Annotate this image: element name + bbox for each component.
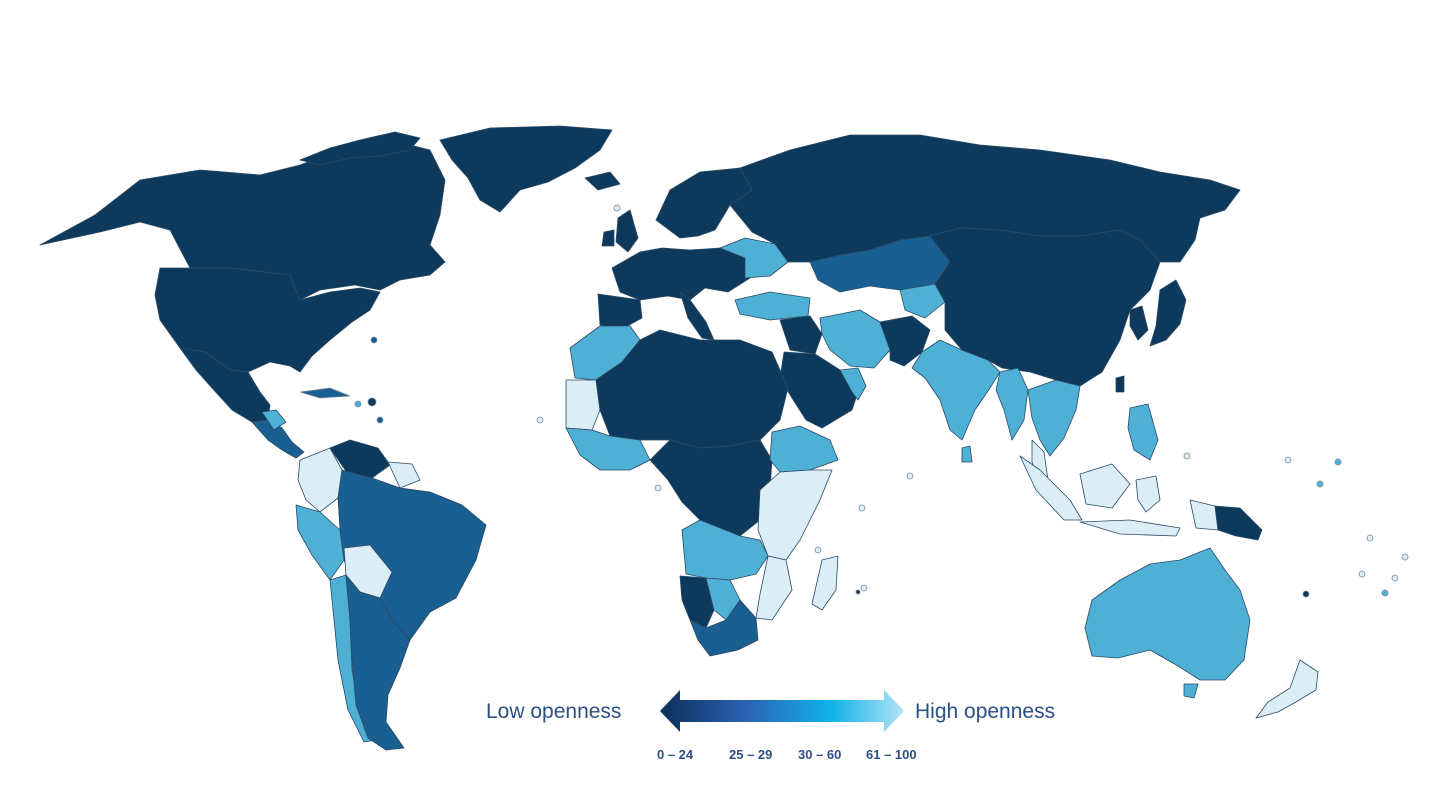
- legend-gradient-arrow: [660, 690, 904, 732]
- legend-low-label: Low openness: [486, 700, 622, 723]
- region-central-africa: [649, 439, 773, 537]
- region-central-asia: [899, 283, 946, 319]
- region-afghanistan-pakistan: [879, 315, 931, 367]
- region-caribbean-2: [354, 400, 362, 408]
- region-island-maldives: [906, 472, 914, 480]
- region-iraq-syria: [779, 315, 823, 355]
- region-island-comoros: [814, 546, 822, 554]
- region-papua-west: [1189, 499, 1219, 531]
- region-cuba: [299, 387, 351, 399]
- region-caribbean-3: [376, 416, 384, 424]
- region-sumatra: [1019, 455, 1083, 521]
- region-island-pacific-6: [1401, 553, 1409, 561]
- region-new-zealand: [1255, 659, 1319, 719]
- region-iberia: [597, 293, 643, 331]
- region-east-africa: [757, 469, 833, 561]
- region-island-pacific-4: [1316, 480, 1324, 488]
- region-iran: [819, 309, 891, 369]
- region-western-europe: [611, 247, 751, 301]
- region-guatemala: [261, 409, 287, 431]
- region-caribbean-1: [367, 397, 377, 407]
- region-turkey: [734, 291, 811, 321]
- region-ukraine: [719, 237, 789, 279]
- region-island-pacific-5: [1366, 534, 1374, 542]
- legend-range-1: 25 – 29: [729, 747, 773, 762]
- region-greenland: [439, 125, 613, 213]
- region-island-pacific-7: [1358, 570, 1366, 578]
- region-argentina: [345, 574, 411, 751]
- region-island-seychelles: [858, 504, 866, 512]
- region-sri-lanka: [961, 445, 973, 463]
- region-mauritania: [565, 379, 601, 431]
- region-oman-uae: [839, 367, 867, 401]
- legend-range-3: 61 – 100: [866, 747, 917, 762]
- region-guianas: [387, 461, 421, 489]
- region-myanmar: [995, 367, 1029, 441]
- region-borneo: [1079, 463, 1131, 509]
- region-italy: [679, 291, 715, 341]
- region-south-africa: [689, 599, 759, 657]
- region-java-timor: [1079, 519, 1181, 537]
- region-ethiopia-somalia: [769, 425, 839, 473]
- region-uk: [615, 209, 639, 253]
- region-island-sao-tome: [654, 484, 662, 492]
- region-mozambique: [755, 555, 793, 621]
- region-ireland: [601, 229, 615, 247]
- region-madagascar: [811, 555, 839, 611]
- region-korea: [1129, 305, 1149, 341]
- region-island-pacific-3: [1334, 458, 1342, 466]
- legend-range-0: 0 – 24: [657, 747, 694, 762]
- region-peru-coast: [295, 504, 345, 581]
- region-papua-new-guinea: [1214, 505, 1263, 541]
- region-island-pacific-8: [1381, 589, 1389, 597]
- region-island-solomons: [1302, 590, 1310, 598]
- region-philippines: [1127, 403, 1159, 461]
- legend-range-2: 30 – 60: [798, 747, 842, 762]
- region-island-pacific-9: [1391, 574, 1399, 582]
- region-thailand-vietnam: [1027, 379, 1081, 457]
- region-colombia-ecuador-peru: [297, 447, 343, 513]
- region-island-atlantic: [613, 204, 621, 212]
- region-island-cape-verde: [536, 416, 544, 424]
- region-tasmania: [1183, 683, 1199, 699]
- region-taiwan: [1115, 375, 1125, 393]
- region-arctic-islands: [299, 131, 421, 166]
- region-mongolia-china: [929, 227, 1161, 387]
- region-caribbean-4: [370, 336, 378, 344]
- region-japan: [1149, 279, 1187, 347]
- legend-high-label: High openness: [915, 700, 1056, 723]
- region-island-reunion: [855, 589, 861, 595]
- region-island-pacific-1: [1183, 452, 1191, 460]
- region-island-pacific-2: [1284, 456, 1292, 464]
- region-island-mauritius: [860, 584, 868, 592]
- region-australia: [1084, 547, 1251, 681]
- region-sulawesi: [1135, 475, 1161, 513]
- region-iceland: [584, 171, 621, 191]
